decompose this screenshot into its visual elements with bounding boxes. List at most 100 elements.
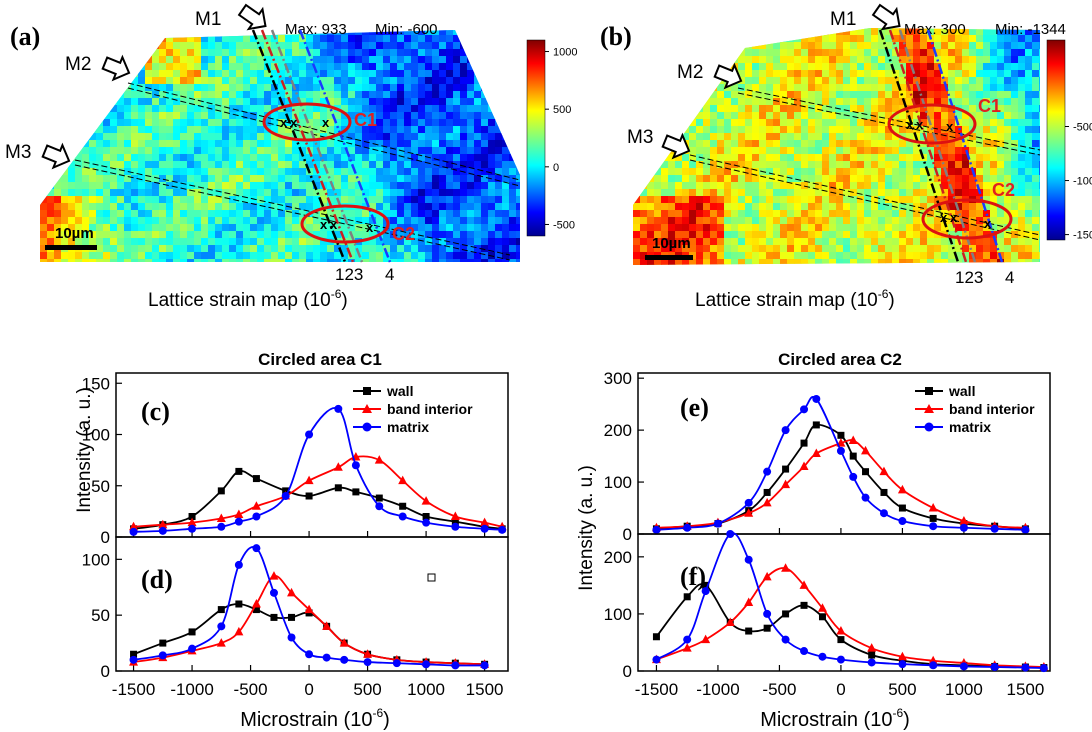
map-cell xyxy=(773,28,781,36)
map-cell xyxy=(983,91,991,99)
map-cell xyxy=(446,231,454,239)
map-cell xyxy=(962,35,970,43)
map-cell xyxy=(724,266,732,274)
map-cell xyxy=(306,161,314,169)
map-cell xyxy=(54,98,62,106)
map-cell xyxy=(40,252,48,260)
map-cell xyxy=(969,182,977,190)
map-cell xyxy=(138,126,146,134)
map-cell xyxy=(453,168,461,176)
map-cell xyxy=(745,182,753,190)
map-cell xyxy=(124,49,132,57)
m2-line-a2 xyxy=(127,87,521,187)
map-cell xyxy=(822,91,830,99)
map-cell xyxy=(1018,217,1026,225)
map-cell xyxy=(397,189,405,197)
map-cell xyxy=(913,259,921,265)
map-cell xyxy=(1018,252,1026,260)
map-cell xyxy=(243,63,251,71)
map-cell xyxy=(689,189,697,197)
map-cell xyxy=(229,70,237,78)
map-cell xyxy=(68,196,76,204)
map-cell xyxy=(675,182,683,190)
map-cell xyxy=(850,231,858,239)
data-point xyxy=(713,519,722,528)
map-cell xyxy=(1032,217,1040,225)
map-cell xyxy=(327,252,335,260)
map-cell xyxy=(208,77,216,85)
map-cell xyxy=(173,98,181,106)
map-cell xyxy=(222,210,230,218)
map-cell xyxy=(404,231,412,239)
map-cell xyxy=(222,252,230,260)
map-cell xyxy=(962,98,970,106)
map-cell xyxy=(96,49,104,57)
map-cell xyxy=(913,98,921,106)
map-cell xyxy=(299,154,307,162)
map-cell xyxy=(766,112,774,120)
map-cell xyxy=(173,119,181,127)
map-cell xyxy=(397,203,405,211)
map-cell xyxy=(516,91,520,99)
map-cell xyxy=(794,70,802,78)
map-cell xyxy=(110,245,118,253)
series-line-wall xyxy=(133,470,503,530)
map-cell xyxy=(229,252,237,260)
map-cell xyxy=(899,161,907,169)
data-point xyxy=(812,394,821,403)
map-cell xyxy=(383,35,391,43)
map-cell xyxy=(292,245,300,253)
map-cell xyxy=(75,35,83,43)
map-cell xyxy=(166,252,174,260)
map-cell xyxy=(850,91,858,99)
data-point xyxy=(898,660,907,669)
map-cell xyxy=(1025,140,1033,148)
map-cell xyxy=(369,231,377,239)
map-cell xyxy=(829,98,837,106)
data-point xyxy=(422,513,430,520)
map-cell xyxy=(983,77,991,85)
map-cell xyxy=(885,35,893,43)
circle-c1-a xyxy=(262,102,352,142)
map-cell xyxy=(313,196,321,204)
map-cell xyxy=(780,175,788,183)
map-cell xyxy=(488,259,496,262)
map-cell xyxy=(1039,140,1040,148)
data-point xyxy=(159,639,167,647)
map-cell xyxy=(348,224,356,232)
map-cell xyxy=(152,189,160,197)
map-cell xyxy=(892,63,900,71)
map-cell xyxy=(159,203,167,211)
map-cell xyxy=(668,189,676,197)
map-cell xyxy=(446,63,454,71)
map-cell xyxy=(717,231,725,239)
map-cell xyxy=(89,224,97,232)
map-cell xyxy=(885,140,893,148)
map-cell xyxy=(997,154,1005,162)
map-cell xyxy=(710,189,718,197)
map-cell xyxy=(976,77,984,85)
map-cell xyxy=(439,119,447,127)
data-point xyxy=(234,517,243,526)
map-cell xyxy=(850,210,858,218)
map-cell xyxy=(850,98,858,106)
map-cell xyxy=(759,147,767,155)
map-cell xyxy=(913,238,921,246)
map-cell xyxy=(731,210,739,218)
map-cell xyxy=(68,35,76,43)
map-cell xyxy=(955,28,963,36)
map-cell xyxy=(425,77,433,85)
map-cell xyxy=(138,217,146,225)
map-cell xyxy=(68,140,76,148)
map-cell xyxy=(96,231,104,239)
map-cell xyxy=(843,84,851,92)
map-cell xyxy=(208,203,216,211)
map-cell xyxy=(871,266,879,274)
map-cell xyxy=(257,245,265,253)
map-cell xyxy=(633,210,641,218)
map-cell xyxy=(404,91,412,99)
map-cell xyxy=(488,133,496,141)
map-cell xyxy=(362,77,370,85)
m3-line-b2 xyxy=(689,159,1041,241)
map-cell xyxy=(82,161,90,169)
